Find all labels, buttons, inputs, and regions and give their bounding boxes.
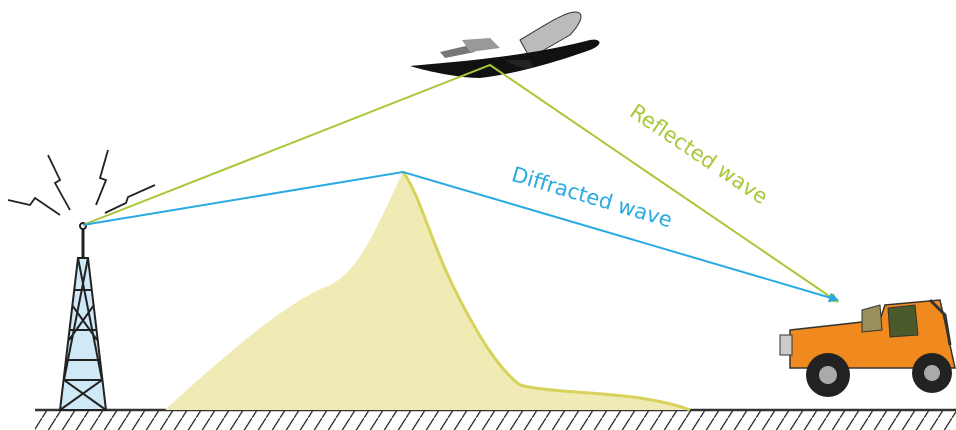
bumper <box>779 334 793 356</box>
tower <box>7 149 156 411</box>
mountain-edge <box>401 171 691 412</box>
reflected-wave-path <box>82 63 839 303</box>
diffracted-wave-label: Diffracted wave <box>509 162 675 232</box>
airplane <box>410 11 600 78</box>
reflected-wave-label: Reflected wave <box>626 99 773 209</box>
mountain <box>165 172 690 410</box>
ground-hatch <box>35 410 956 430</box>
diffracted-wave-path <box>82 170 839 303</box>
jeep <box>779 298 956 397</box>
